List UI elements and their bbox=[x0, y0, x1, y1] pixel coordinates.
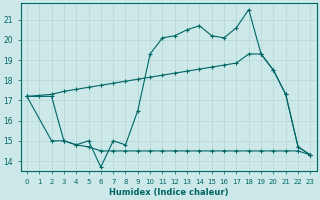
X-axis label: Humidex (Indice chaleur): Humidex (Indice chaleur) bbox=[109, 188, 228, 197]
